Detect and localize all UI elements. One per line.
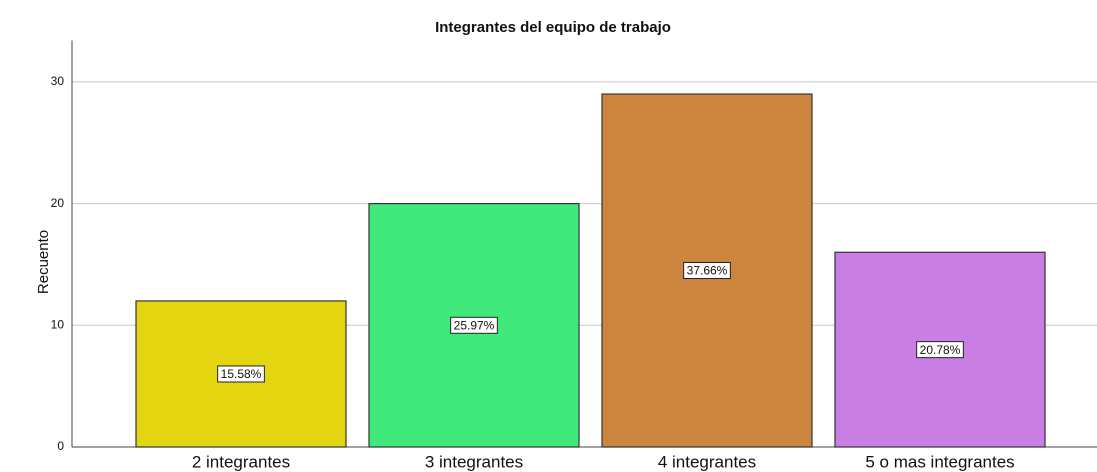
data-label: 15.58% [221,367,262,381]
data-label-box [683,262,731,280]
x-tick-label: 2 integrantes [192,452,290,471]
y-axis-label: Recuento [35,230,52,294]
bar [135,300,347,448]
x-tick-label: 4 integrantes [658,452,756,471]
bar [601,93,813,448]
data-label-box [916,341,964,359]
x-tick-label: 3 integrantes [425,452,523,471]
x-tick-label: 5 o mas integrantes [865,452,1014,471]
data-label: 25.97% [454,318,495,332]
data-label: 37.66% [687,264,728,278]
data-label: 20.78% [920,343,961,357]
data-label-box [217,365,265,383]
y-tick-label: 30 [51,74,65,88]
y-tick-label: 20 [51,196,65,210]
y-tick-label: 0 [57,439,64,453]
chart-title: Integrantes del equipo de trabajo [435,19,671,36]
y-tick-label: 10 [51,317,65,331]
data-label-box [450,316,498,334]
